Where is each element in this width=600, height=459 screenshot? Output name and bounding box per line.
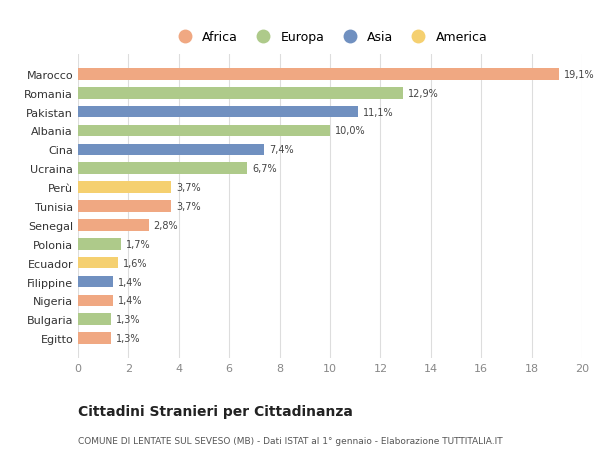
Legend: Africa, Europa, Asia, America: Africa, Europa, Asia, America: [172, 31, 488, 44]
Text: COMUNE DI LENTATE SUL SEVESO (MB) - Dati ISTAT al 1° gennaio - Elaborazione TUTT: COMUNE DI LENTATE SUL SEVESO (MB) - Dati…: [78, 436, 503, 445]
Text: 1,3%: 1,3%: [116, 314, 140, 325]
Text: 7,4%: 7,4%: [269, 145, 294, 155]
Bar: [78, 182, 171, 194]
Text: 1,4%: 1,4%: [118, 296, 143, 306]
Text: 11,1%: 11,1%: [363, 107, 394, 118]
Bar: [78, 219, 149, 231]
Bar: [78, 88, 403, 99]
Bar: [78, 295, 113, 307]
Bar: [78, 314, 111, 325]
Bar: [78, 163, 247, 175]
Text: 3,7%: 3,7%: [176, 202, 201, 212]
Text: 3,7%: 3,7%: [176, 183, 201, 193]
Text: 1,4%: 1,4%: [118, 277, 143, 287]
Bar: [78, 69, 559, 80]
Bar: [78, 106, 358, 118]
Text: 1,7%: 1,7%: [126, 239, 151, 249]
Bar: [78, 125, 330, 137]
Bar: [78, 257, 118, 269]
Bar: [78, 276, 113, 288]
Text: 10,0%: 10,0%: [335, 126, 365, 136]
Text: 19,1%: 19,1%: [565, 70, 595, 80]
Bar: [78, 333, 111, 344]
Text: 2,8%: 2,8%: [154, 220, 178, 230]
Text: Cittadini Stranieri per Cittadinanza: Cittadini Stranieri per Cittadinanza: [78, 404, 353, 418]
Bar: [78, 201, 171, 213]
Text: 12,9%: 12,9%: [408, 89, 439, 99]
Text: 6,7%: 6,7%: [252, 164, 277, 174]
Text: 1,6%: 1,6%: [124, 258, 148, 268]
Text: 1,3%: 1,3%: [116, 333, 140, 343]
Bar: [78, 238, 121, 250]
Bar: [78, 144, 265, 156]
